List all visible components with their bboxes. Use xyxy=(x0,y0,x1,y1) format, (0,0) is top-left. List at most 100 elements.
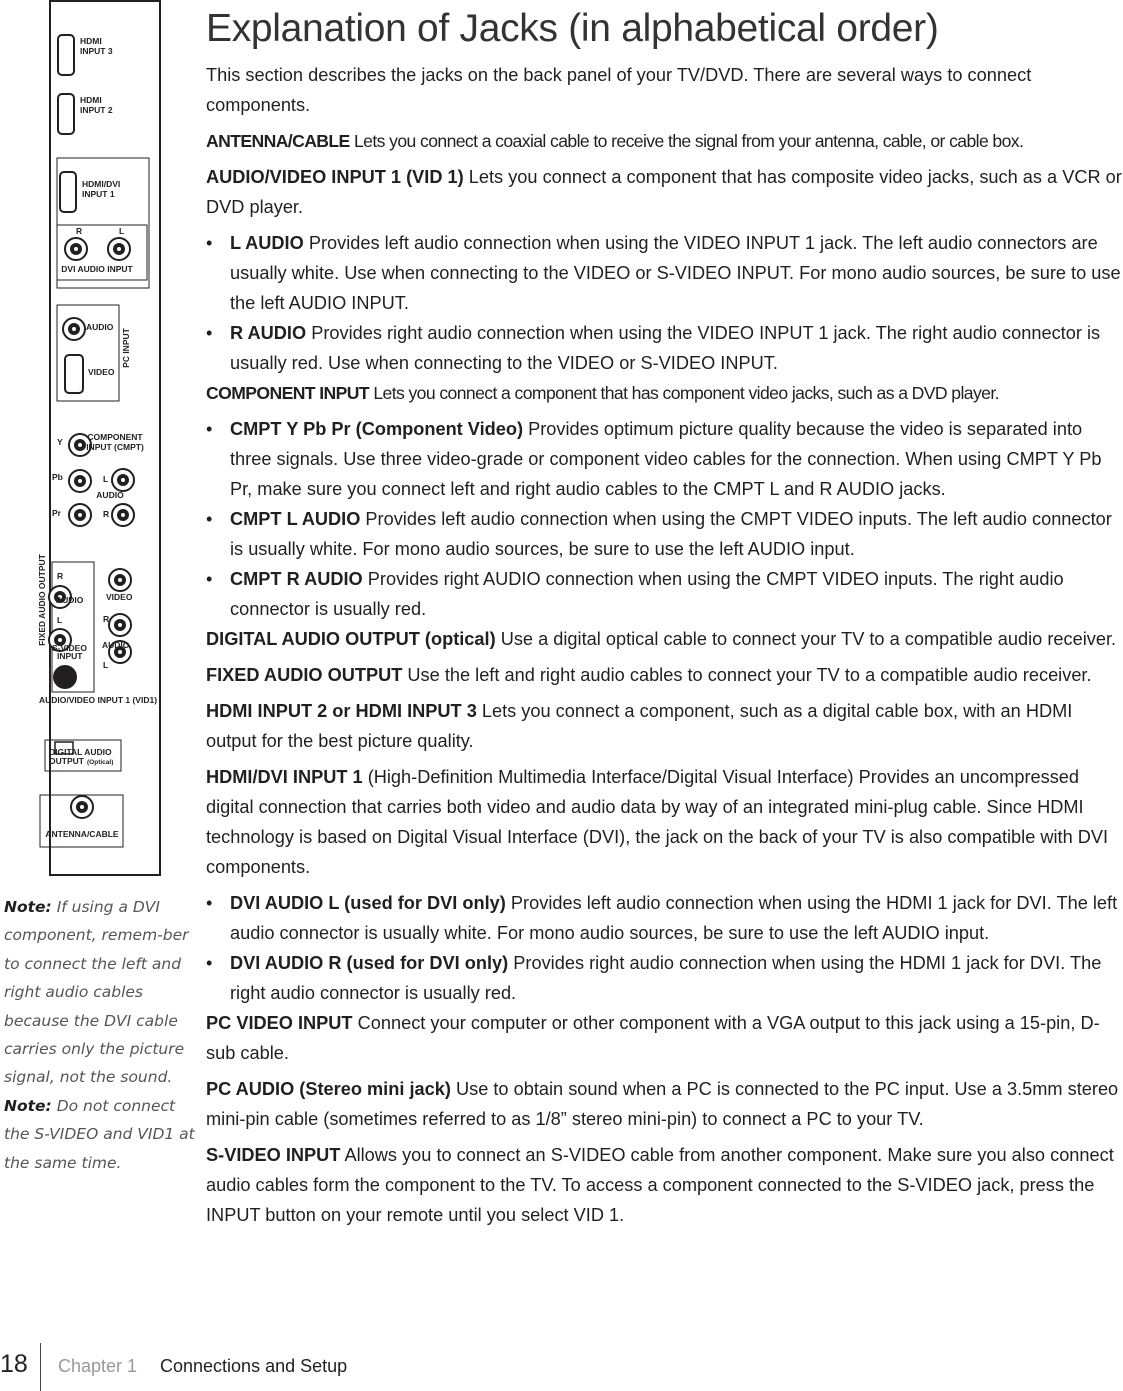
entry: AUDIO/VIDEO INPUT 1 (VID 1) Lets you con… xyxy=(206,162,1123,222)
panel-label: INPUT 1 xyxy=(82,189,115,199)
entry-term: DIGITAL AUDIO OUTPUT (optical) xyxy=(206,629,496,649)
panel-label: Pr xyxy=(52,508,62,518)
panel-label: DVI AUDIO INPUT xyxy=(61,264,133,274)
panel-label: L xyxy=(103,660,108,670)
panel-box xyxy=(56,304,120,402)
entry-term: FIXED AUDIO OUTPUT xyxy=(206,665,403,685)
panel-label: S-VIDEO xyxy=(52,643,87,653)
divider xyxy=(40,1343,41,1391)
jack-pin xyxy=(78,443,82,447)
bullet-term: DVI AUDIO R (used for DVI only) xyxy=(230,953,509,973)
entries: ANTENNA/CABLE Lets you connect a coaxial… xyxy=(206,126,1123,1230)
jack-pin xyxy=(118,578,122,582)
panel-label: Y xyxy=(57,437,63,447)
panel-label: R xyxy=(103,509,109,519)
page-number: 18 xyxy=(0,1350,28,1378)
bullet-term: CMPT L AUDIO xyxy=(230,509,361,529)
panel-label: ANTENNA/CABLE xyxy=(45,829,119,839)
entry-text: Lets you connect a coaxial cable to rece… xyxy=(354,131,1024,151)
entry: HDMI INPUT 2 or HDMI INPUT 3 Lets you co… xyxy=(206,696,1123,756)
bullet-dot: • xyxy=(206,893,213,913)
vga-port xyxy=(64,354,84,394)
jack-pin xyxy=(117,247,121,251)
entry: COMPONENT INPUT Lets you connect a compo… xyxy=(206,378,1123,408)
panel-label: (Optical) xyxy=(87,759,113,766)
panel-label: AUDIO/VIDEO INPUT 1 (VID1) xyxy=(39,695,157,705)
panel-label: HDMI/DVI xyxy=(82,179,120,189)
jack-pin xyxy=(118,623,122,627)
bullet: • CMPT R AUDIO Provides right AUDIO conne… xyxy=(206,564,1123,624)
panel-box xyxy=(49,0,161,876)
panel-label: COMPONENT xyxy=(87,432,143,442)
bullet-text: Provides right AUDIO connection when usi… xyxy=(230,569,1064,619)
bullet-text: Provides left audio connection when usin… xyxy=(230,509,1112,559)
panel-label: R xyxy=(76,226,82,236)
jack-pin xyxy=(72,327,76,331)
entry-term: HDMI INPUT 2 or HDMI INPUT 3 xyxy=(206,701,477,721)
panel-label: DIGITAL AUDIO xyxy=(49,747,112,757)
entry-term: PC VIDEO INPUT xyxy=(206,1013,353,1033)
hdmi-port xyxy=(59,171,77,213)
entry-text: Allows you to connect an S-VIDEO cable f… xyxy=(206,1145,1114,1225)
panel-label: VIDEO xyxy=(88,367,115,377)
panel-box xyxy=(56,224,148,281)
panel-label: AUDIO xyxy=(86,322,114,332)
bullet-text: Provides right audio connection when usi… xyxy=(230,323,1101,373)
entry: S-VIDEO INPUT Allows you to connect an S… xyxy=(206,1140,1123,1230)
panel-label: OUTPUT xyxy=(49,756,85,766)
panel-box xyxy=(56,157,150,289)
note: Note: Do not connect the S-VIDEO and VID… xyxy=(4,1092,196,1177)
panel-label: INPUT 2 xyxy=(80,105,113,115)
panel-label: AUDIO xyxy=(96,490,124,500)
footer: 18 Chapter 1 Connections and Setup xyxy=(0,1343,1123,1391)
entry: DIGITAL AUDIO OUTPUT (optical) Use a dig… xyxy=(206,624,1123,654)
entry-term: AUDIO/VIDEO INPUT 1 (VID 1) xyxy=(206,167,464,187)
panel-label: L xyxy=(103,474,108,484)
note: Note: If using a DVI component, remem-be… xyxy=(4,893,196,1092)
hdmi-port xyxy=(57,34,75,76)
bullet-term: L AUDIO xyxy=(230,233,304,253)
bullet: • DVI AUDIO R (used for DVI only) Provide… xyxy=(206,948,1123,1008)
panel-label: L xyxy=(57,615,62,625)
entry-term: ANTENNA/CABLE xyxy=(206,131,350,151)
jack-pin xyxy=(80,805,84,809)
bullet-dot: • xyxy=(206,419,213,439)
jack-pin xyxy=(118,650,122,654)
panel-label: VIDEO xyxy=(106,592,133,602)
panel-box xyxy=(39,794,124,848)
jack-pin xyxy=(78,513,82,517)
bullet-term: DVI AUDIO L (used for DVI only) xyxy=(230,893,506,913)
entry: PC VIDEO INPUT Connect your computer or … xyxy=(206,1008,1123,1068)
entry-term: PC AUDIO (Stereo mini jack) xyxy=(206,1079,451,1099)
bullet-text: Provides right audio connection when usi… xyxy=(230,953,1102,1003)
bullet-term: CMPT Y Pb Pr (Component Video) xyxy=(230,419,524,439)
entry: ANTENNA/CABLE Lets you connect a coaxial… xyxy=(206,126,1123,156)
bullet-dot: • xyxy=(206,509,213,529)
optical-port xyxy=(54,741,74,755)
bullet: • CMPT Y Pb Pr (Component Video) Provides… xyxy=(206,414,1123,504)
bullet-term: R AUDIO xyxy=(230,323,307,343)
bullet-text: Provides left audio connection when usin… xyxy=(230,893,1118,943)
jack-pin xyxy=(58,638,62,642)
panel-label: PC INPUT xyxy=(121,327,131,367)
bullet: • L AUDIO Provides left audio connection … xyxy=(206,228,1123,318)
entry-term: S-VIDEO INPUT xyxy=(206,1145,341,1165)
bullet-dot: • xyxy=(206,323,213,343)
jack-pin xyxy=(78,479,82,483)
entry-text: Use a digital optical cable to connect y… xyxy=(500,629,1117,649)
note-label: Note: xyxy=(4,1096,52,1115)
panel-label: HDMI xyxy=(80,95,102,105)
bullet-dot: • xyxy=(206,233,213,253)
panel-label: HDMI xyxy=(80,36,102,46)
bullet-dot: • xyxy=(206,569,213,589)
jack-pin xyxy=(121,478,125,482)
bullet-text: Provides left audio connection when usin… xyxy=(230,233,1121,313)
entry-text: Lets you connect a component, such as a … xyxy=(206,701,1073,751)
panel-box xyxy=(44,739,122,772)
panel-label: INPUT xyxy=(57,651,83,661)
panel-label: R xyxy=(57,571,63,581)
bullet: • CMPT L AUDIO Provides left audio connec… xyxy=(206,504,1123,564)
bullet: • R AUDIO Provides right audio connection… xyxy=(206,318,1123,378)
main-content: Explanation of Jacks (in alphabetical or… xyxy=(206,6,1123,1236)
